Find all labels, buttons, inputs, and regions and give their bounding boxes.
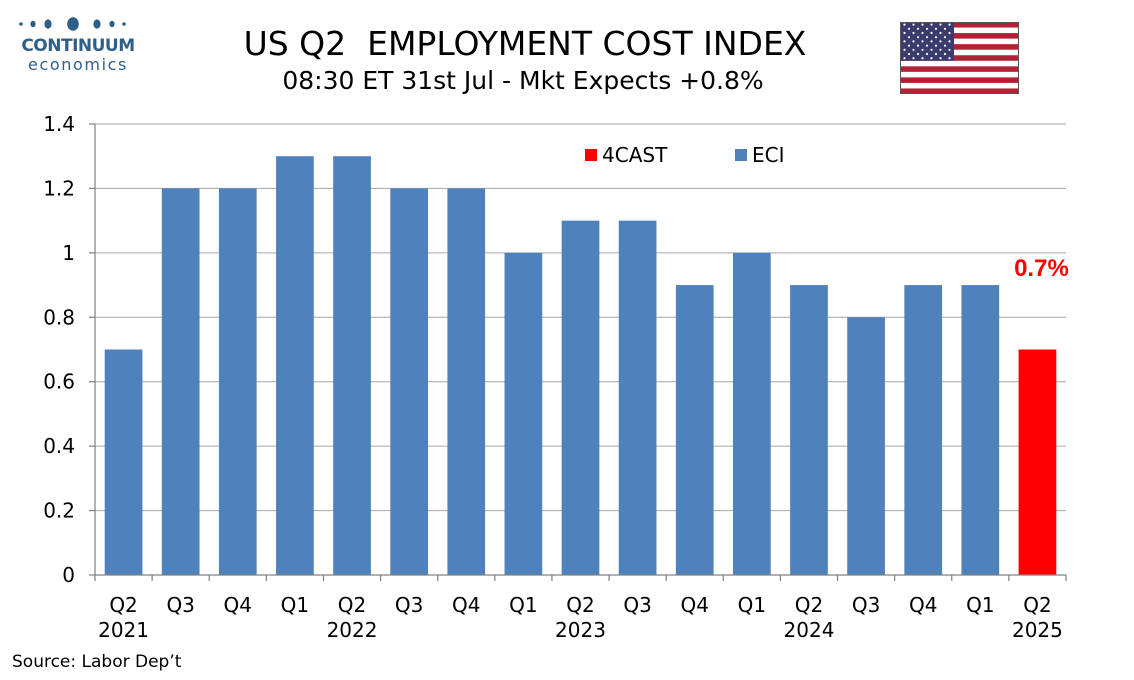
logo-brand-text: CONTINUUM [21,36,135,56]
bar-eci [218,188,257,575]
us-flag-icon [900,22,1019,94]
y-tick-label: 1.4 [43,112,75,136]
legend-label-eci: ECI [752,143,785,167]
x-tick-label: Q2 [795,593,823,617]
x-tick-label: Q2 [1023,593,1051,617]
bar-eci [333,156,371,575]
x-tick-label: Q3 [623,593,651,617]
x-tick-label: Q1 [738,593,766,617]
chart-title: US Q2 EMPLOYMENT COST INDEX [243,24,807,63]
bar-eci [161,188,200,575]
y-tick-label: 0.8 [43,305,75,329]
y-tick-label: 0 [62,563,75,587]
x-tick-label: Q3 [166,593,194,617]
bar-eci [675,285,714,575]
logo-sub-text: economics [28,55,128,74]
x-year-label: 2024 [784,618,835,642]
legend-swatch-4cast [585,149,597,161]
legend: 4CAST ECI [585,143,785,167]
x-tick-label: Q4 [909,593,937,617]
x-tick-label: Q2 [566,593,594,617]
y-tick-label: 1.2 [43,176,75,200]
bar-eci [504,252,543,575]
y-tick-label: 0.2 [43,499,75,523]
x-tick-label: Q3 [852,593,880,617]
bar-eci [276,156,314,575]
bar-eci [847,317,885,575]
bar-eci [390,188,428,575]
bar-eci [733,252,771,575]
bar-eci [790,285,828,575]
x-tick-label: Q2 [338,593,366,617]
x-tick-label: Q4 [224,593,252,617]
y-tick-label: 0.6 [43,370,75,394]
continuum-economics-logo: CONTINUUM economics [10,12,135,74]
x-tick-label: Q2 [109,593,137,617]
legend-label-4cast: 4CAST [602,143,668,167]
x-year-label: 2025 [1012,618,1063,642]
bar-eci [447,188,486,575]
source-note: Source: Labor Dep’t [12,652,182,672]
bar-4cast [1018,349,1057,575]
axes [89,123,1067,581]
x-year-label: 2022 [327,618,378,642]
x-tick-label: Q4 [681,593,709,617]
bar-eci [561,220,600,575]
x-tick-label: Q1 [509,593,537,617]
x-tick-label: Q1 [966,593,994,617]
bars [104,156,1057,575]
x-tick-label: Q3 [395,593,423,617]
legend-swatch-eci [735,149,747,161]
bar-eci [961,285,1000,575]
y-tick-labels: 0 0.2 0.4 0.6 0.8 1 1.2 1.4 [43,112,75,587]
x-year-label: 2023 [555,618,606,642]
annotations: 0.7% [1014,255,1069,282]
y-tick-label: 0.4 [43,434,75,458]
chart-subtitle: 08:30 ET 31st Jul - Mkt Expects +0.8% [282,66,764,95]
x-tick-label: Q1 [281,593,309,617]
bar-eci [618,220,657,575]
logo-dots-icon [19,17,126,31]
x-year-label: 2021 [98,618,149,642]
x-tick-label: Q4 [452,593,480,617]
bar-eci [904,285,943,575]
bar-eci [104,349,143,575]
y-tick-label: 1 [62,241,75,265]
forecast-annotation: 0.7% [1014,255,1069,282]
